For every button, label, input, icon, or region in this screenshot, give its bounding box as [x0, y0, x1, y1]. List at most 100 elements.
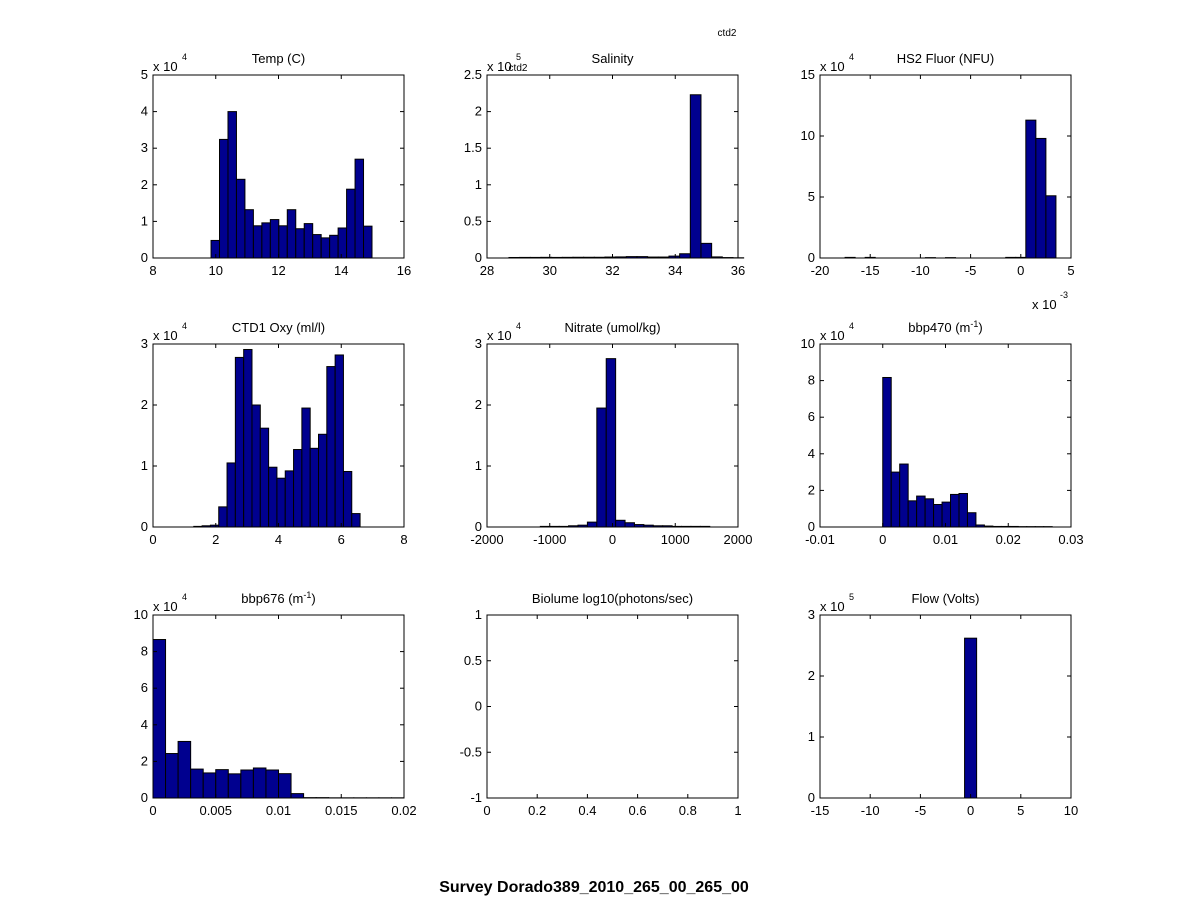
histogram-bar: [286, 209, 297, 259]
histogram-bar: [933, 503, 943, 528]
histogram-bar: [615, 519, 626, 528]
histogram-bar: [201, 525, 211, 528]
histogram-panel-8: 0 0.2 0.4 0.6 0.8 1 -1 -0.5 0 0.5 1 Biolume log10(p…: [460, 591, 742, 818]
x-tick-label: 0: [967, 803, 974, 818]
x-tick-label: 0.03: [1058, 532, 1083, 547]
histogram-bar: [966, 512, 977, 528]
x-tick-label: 0: [149, 532, 156, 547]
y-tick-label: 0: [475, 250, 482, 265]
x-tick-label: 36: [731, 263, 745, 278]
histogram-bar: [882, 376, 892, 528]
y-exponent-power: 5: [849, 592, 854, 602]
x-tick-label: -0.01: [805, 532, 835, 547]
histogram-bar: [941, 501, 952, 528]
histogram-bar: [700, 242, 713, 259]
histogram-bar: [844, 256, 856, 259]
y-tick-label: 6: [141, 680, 148, 695]
panel-title-text: Salinity: [592, 51, 634, 66]
histogram-panel-7: 0 0.005 0.01 0.015 0.02 0 2 4 6 8 10 bbp676 (m-1) x …: [134, 590, 417, 818]
histogram-bar: [363, 225, 373, 259]
histogram-bar: [209, 524, 220, 528]
y-exponent-power: 5: [516, 52, 521, 62]
histogram-bar: [671, 525, 683, 528]
x-tick-label: -10: [861, 803, 880, 818]
histogram-bar: [605, 358, 617, 528]
x-tick-label: -15: [861, 263, 880, 278]
histogram-bar: [252, 225, 263, 259]
y-tick-label: 0: [475, 699, 482, 714]
histogram-bar: [301, 407, 311, 528]
histogram-bar: [662, 525, 673, 528]
histogram-bar: [276, 477, 286, 528]
y-exponent-base: x 10: [487, 328, 512, 343]
histogram-bar: [636, 256, 649, 259]
histogram-bar: [251, 404, 261, 528]
histogram-bar: [568, 525, 579, 528]
y-tick-label: 2: [141, 753, 148, 768]
histogram-bar: [252, 767, 267, 799]
histogram-bar: [190, 768, 204, 799]
overlay-label-ctd2-top: ctd2: [718, 28, 737, 39]
histogram-bar: [193, 525, 203, 528]
x-tick-label: 10: [209, 263, 223, 278]
histogram-bar: [337, 227, 348, 259]
histogram-bar: [278, 225, 288, 259]
histogram-bar: [312, 234, 322, 259]
histogram-bar: [679, 253, 691, 259]
histogram-bar: [583, 256, 595, 259]
histogram-bar: [1005, 256, 1017, 259]
y-tick-label: 8: [808, 373, 815, 388]
y-tick-label: 0.5: [464, 213, 482, 228]
histogram-bar: [295, 228, 305, 259]
y-tick-label: 3: [808, 607, 815, 622]
overlay-label-ctd2-salinity: ctd2: [509, 63, 528, 74]
y-tick-label: 1: [808, 729, 815, 744]
histogram-bar: [916, 495, 926, 528]
x-tick-label: -20: [811, 263, 830, 278]
y-exponent-base: x 10: [820, 599, 845, 614]
x-tick-label: -5: [915, 803, 927, 818]
y-tick-label: 0: [141, 519, 148, 534]
y-tick-label: 1.5: [464, 140, 482, 155]
x-tick-label: -15: [811, 803, 830, 818]
x-tick-label: 0.02: [996, 532, 1021, 547]
y-tick-label: -0.5: [460, 744, 482, 759]
y-tick-label: 0: [475, 519, 482, 534]
histogram-bar: [342, 470, 353, 528]
histogram-bar: [615, 256, 627, 259]
histogram-bar: [561, 256, 574, 259]
histogram-bar: [668, 255, 681, 259]
histogram-bar: [284, 470, 295, 528]
x-tick-label: 0.02: [391, 803, 416, 818]
histogram-bar: [681, 525, 692, 528]
histogram-bar: [1025, 119, 1037, 259]
x-tick-label: 8: [400, 532, 407, 547]
x-tick-label: 14: [334, 263, 348, 278]
histogram-bar: [346, 188, 356, 259]
panel-title: Biolume log10(photons/sec): [532, 591, 693, 606]
x-tick-label: 10: [1064, 803, 1078, 818]
y-tick-label: 15: [801, 67, 815, 82]
histogram-bar: [529, 256, 542, 259]
y-tick-label: 4: [141, 717, 148, 732]
y-tick-label: 0: [141, 250, 148, 265]
x-tick-label: 0.015: [325, 803, 358, 818]
y-tick-label: 4: [808, 446, 815, 461]
x-tick-label: 28: [480, 263, 494, 278]
x-tick-label: 5: [1067, 263, 1074, 278]
histogram-bar: [975, 524, 985, 528]
x-tick-label: 0.005: [199, 803, 232, 818]
y-tick-label: 2: [475, 104, 482, 119]
histogram-bar: [624, 522, 635, 528]
histogram-bar: [652, 525, 664, 528]
histogram-bar: [303, 223, 314, 259]
x-tick-label: 0: [879, 532, 886, 547]
x-tick-label: 8: [149, 263, 156, 278]
histogram-panel-5: -2000 -1000 0 1000 2000 0 1 2 3 Nitrate (umol/kg)…: [470, 320, 752, 547]
histogram-bar: [265, 769, 280, 799]
histogram-panel-9: -15 -10 -5 0 5 10 0 1 2 3 Flow (Volts) x 10 5: [808, 591, 1078, 818]
x-tick-label: 0.8: [679, 803, 697, 818]
histogram-bar: [259, 427, 270, 528]
y-tick-label: 0.5: [464, 653, 482, 668]
